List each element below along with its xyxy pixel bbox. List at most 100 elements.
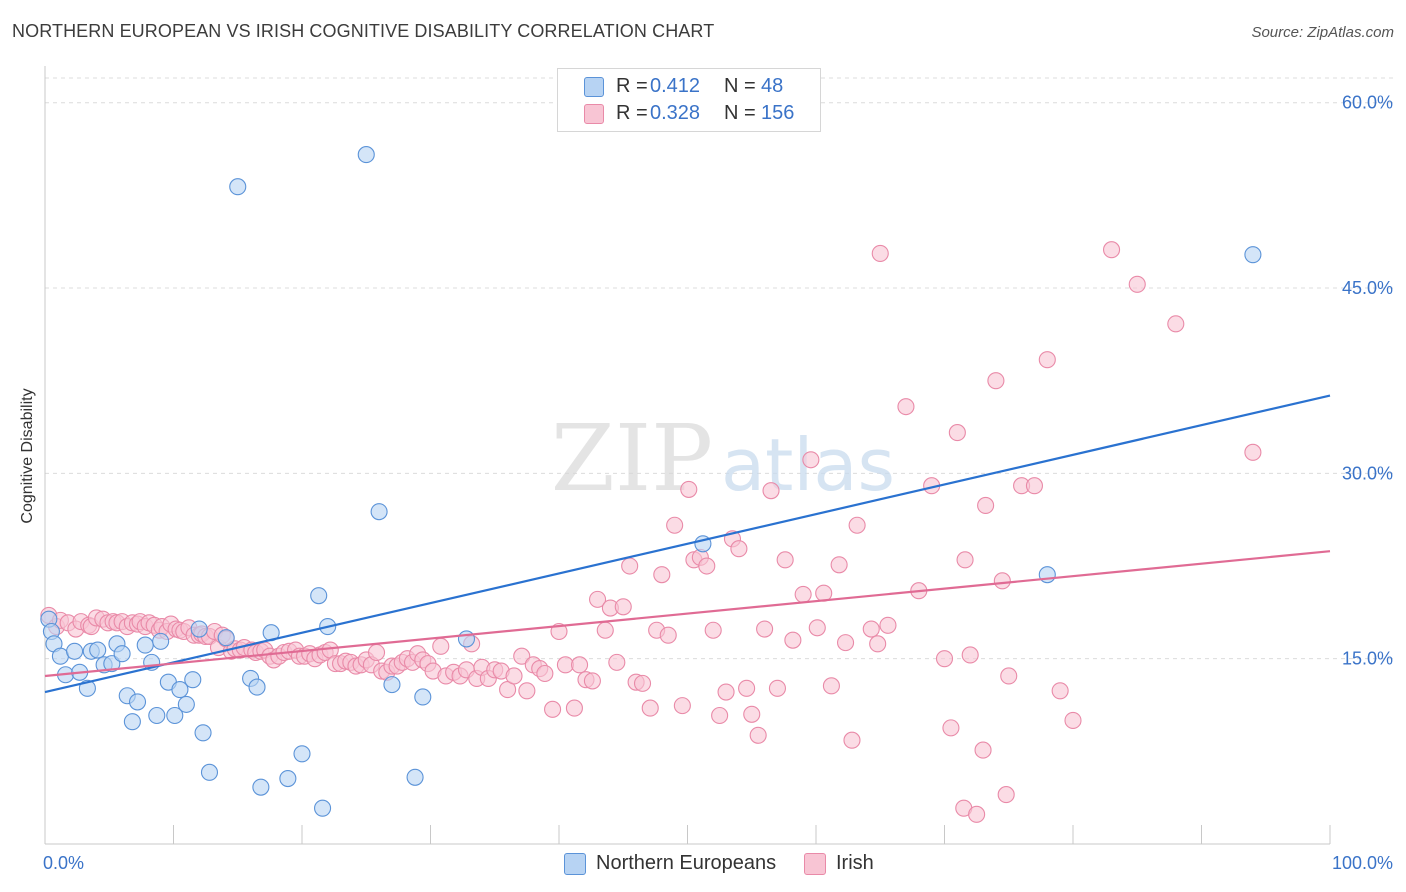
irish-point — [879, 616, 897, 634]
irish-point — [968, 805, 986, 823]
northern-europeans-point — [383, 676, 401, 694]
r-value: 0.412 — [650, 75, 701, 97]
irish-point — [711, 706, 729, 725]
n-value: 156 — [761, 102, 795, 124]
y-tick-label: 15.0% — [1342, 649, 1393, 669]
northern-europeans-point — [194, 724, 212, 742]
r-label: R = — [616, 75, 648, 97]
irish-point — [837, 634, 855, 652]
r-value: 0.328 — [650, 102, 701, 124]
northern-europeans-point — [103, 655, 121, 673]
x-tick-label: 100.0% — [1332, 853, 1393, 873]
irish-point — [513, 647, 531, 665]
irish-point — [762, 482, 780, 500]
irish-point — [641, 699, 659, 717]
northern-europeans-point — [190, 620, 208, 638]
y-tick-label: 60.0% — [1342, 93, 1393, 113]
irish-point — [830, 556, 848, 574]
n-label: N = — [724, 75, 756, 97]
northern-europeans-trend-line — [44, 394, 1331, 694]
northern-europeans-point — [370, 503, 388, 521]
irish-point — [518, 682, 536, 700]
northern-europeans-point — [217, 629, 235, 647]
northern-europeans-point — [293, 745, 311, 763]
northern-europeans-point — [252, 778, 270, 796]
northern-europeans-point — [310, 587, 328, 605]
irish-point — [956, 551, 974, 569]
legend-row-northern-europeans: R = 0.412 N = 48 — [558, 75, 820, 99]
chart-title: NORTHERN EUROPEAN VS IRISH COGNITIVE DIS… — [12, 21, 715, 41]
irish-point — [997, 786, 1015, 804]
irish-point — [565, 699, 583, 717]
x-tick-label: 0.0% — [43, 853, 84, 873]
r-label: R = — [616, 102, 648, 124]
irish-point — [961, 646, 979, 664]
legend-label: Northern Europeans — [596, 852, 777, 874]
northern-europeans-point — [152, 632, 170, 650]
blue-swatch-icon — [564, 853, 586, 875]
northern-europeans-point — [314, 799, 332, 817]
irish-point — [974, 741, 992, 759]
irish-point — [659, 626, 677, 644]
irish-point — [633, 674, 652, 692]
irish-point — [749, 726, 767, 744]
irish-point — [871, 244, 889, 262]
northern-europeans-point — [113, 645, 131, 663]
irish-point — [784, 631, 802, 649]
irish-point — [367, 643, 386, 662]
irish-point — [1103, 241, 1121, 259]
irish-point — [698, 557, 716, 575]
blue-swatch-icon — [584, 77, 604, 97]
irish-point — [583, 672, 601, 690]
trend-lines — [44, 394, 1331, 694]
legend-row-irish: R = 0.328 N = 156 — [558, 102, 820, 126]
irish-point — [614, 598, 632, 616]
y-tick-label: 45.0% — [1342, 278, 1393, 298]
irish-point — [869, 635, 887, 653]
northern-europeans-point — [136, 636, 154, 654]
irish-point — [1038, 351, 1056, 369]
irish-point — [505, 667, 523, 685]
irish-point — [987, 372, 1005, 390]
n-value: 48 — [761, 75, 784, 97]
irish-point — [802, 451, 820, 469]
irish-point — [843, 731, 861, 749]
northern-europeans-point — [166, 706, 184, 725]
irish-point — [653, 566, 671, 584]
northern-europeans-point — [78, 679, 96, 697]
irish-point — [794, 585, 812, 603]
irish-point — [704, 621, 722, 639]
northern-europeans-point — [171, 681, 189, 699]
irish-point — [673, 697, 691, 715]
irish-point — [680, 480, 698, 498]
n-label: N = — [724, 102, 756, 124]
irish-point — [666, 516, 684, 534]
irish-point — [768, 679, 787, 697]
irish-point — [544, 700, 562, 718]
irish-point — [862, 620, 880, 638]
axes — [44, 66, 1331, 845]
irish-point — [536, 664, 554, 683]
irish-point — [1167, 315, 1185, 333]
irish-point — [730, 540, 748, 558]
northern-europeans-point — [123, 713, 141, 731]
northern-europeans-point — [51, 647, 69, 665]
northern-europeans-point — [200, 763, 219, 781]
northern-europeans-point — [457, 630, 476, 648]
irish-point — [848, 516, 866, 534]
northern-europeans-point — [177, 695, 195, 713]
irish-point — [1128, 275, 1146, 293]
northern-europeans-point — [184, 671, 202, 689]
irish-point — [756, 620, 774, 638]
tick-labels: 15.0% 30.0% 45.0% 60.0% 0.0% 100.0% — [43, 93, 1393, 873]
stats-legend: R = 0.412 N = 48 R = 0.328 N = 156 — [557, 68, 821, 132]
source-credit: Source: ZipAtlas.com — [1251, 24, 1394, 41]
irish-point — [977, 496, 995, 515]
irish-point — [621, 557, 639, 575]
irish-point — [1244, 443, 1262, 461]
irish-point — [1051, 682, 1069, 700]
irish-point — [608, 653, 626, 671]
irish-point — [432, 637, 450, 655]
northern-europeans-point — [248, 678, 266, 696]
